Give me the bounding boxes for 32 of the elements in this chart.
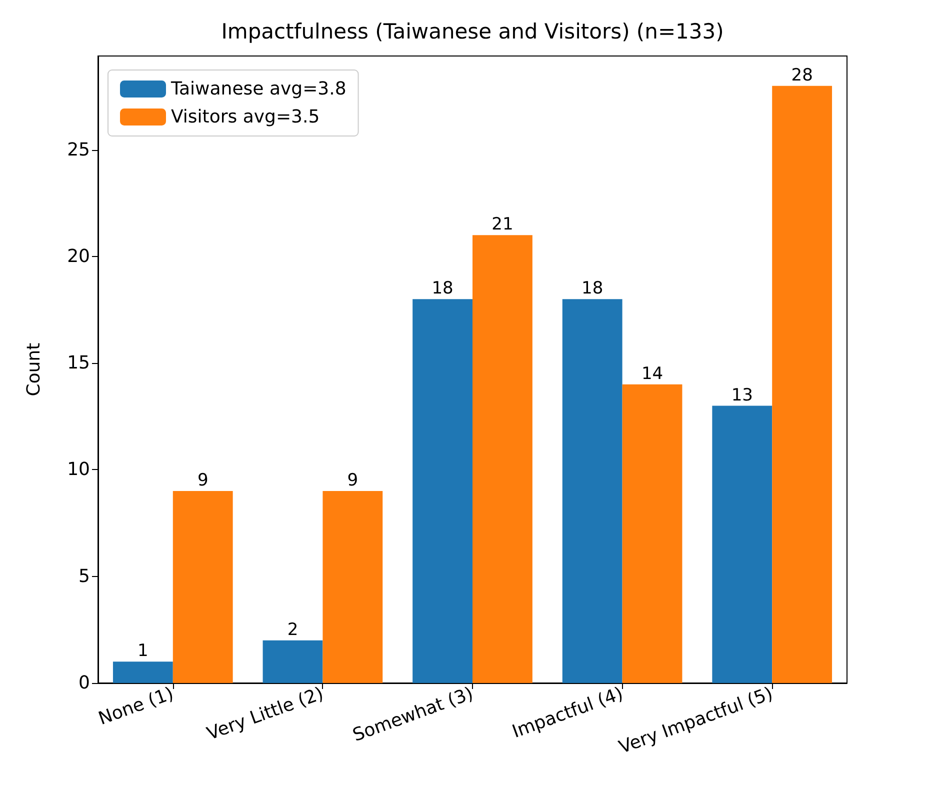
data-label: 2: [287, 620, 298, 640]
chart-title: Impactfulness (Taiwanese and Visitors) (n=133): [221, 20, 724, 44]
x-tick-label: None (1): [96, 683, 176, 730]
bar: [622, 384, 682, 683]
y-tick-label: 15: [67, 352, 90, 374]
y-tick-label: 25: [67, 139, 90, 160]
bar: [562, 299, 622, 683]
data-label: 9: [197, 470, 208, 491]
y-tick-label: 10: [67, 459, 90, 480]
bar: [712, 406, 772, 683]
data-label: 13: [731, 385, 753, 406]
data-label: 14: [641, 364, 664, 384]
legend-label: Taiwanese avg=3.8: [170, 78, 346, 100]
data-label: 1: [138, 641, 148, 662]
data-label: 18: [582, 278, 604, 299]
y-tick-label: 5: [78, 566, 90, 587]
data-label: 9: [347, 470, 358, 491]
bar: [112, 662, 173, 683]
bar: [172, 491, 233, 683]
bar: [772, 86, 832, 683]
legend-label: Visitors avg=3.5: [171, 106, 320, 128]
y-axis-title: Count: [24, 342, 44, 396]
bar: [262, 640, 323, 683]
bar: [472, 235, 532, 683]
bar: [322, 491, 383, 683]
data-label: 28: [791, 65, 813, 86]
y-tick-label: 20: [67, 246, 90, 267]
data-label: 18: [432, 278, 454, 299]
y-tick-label: 0: [78, 672, 90, 694]
data-label: 21: [492, 214, 514, 235]
x-tick-label: Very Little (2): [204, 683, 326, 745]
bar: [412, 299, 472, 683]
